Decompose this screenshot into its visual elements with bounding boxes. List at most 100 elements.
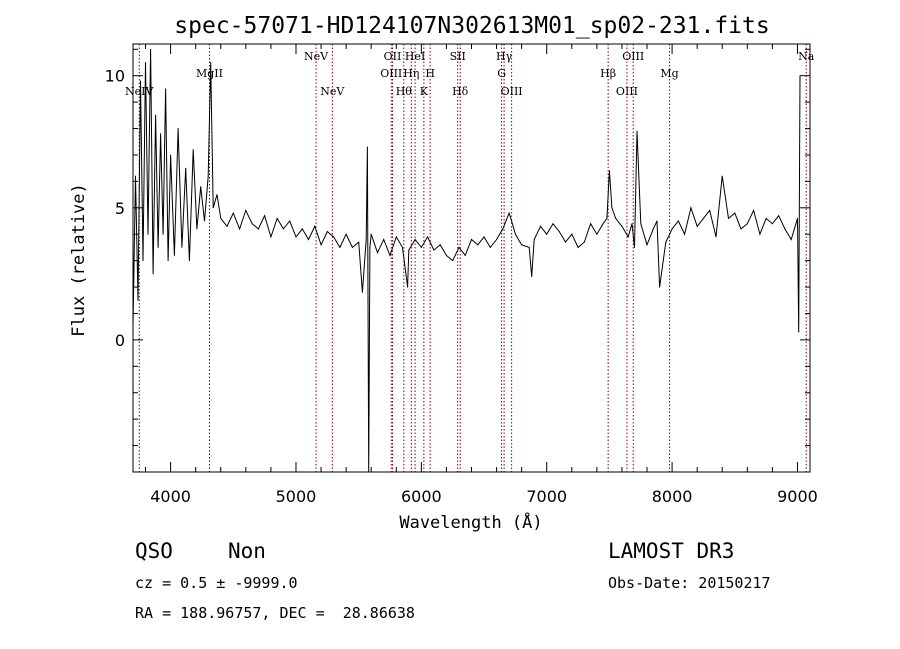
spectrum-point (245, 209, 247, 211)
spectrum-point (677, 220, 679, 222)
spectral-line-label: SII (450, 50, 466, 63)
spectrum-point (137, 299, 139, 301)
spectral-line-label: Hδ (452, 85, 469, 98)
spectrum-point (684, 233, 686, 235)
spectrum-point (216, 194, 218, 196)
spectral-line-label: OII (384, 50, 402, 63)
spectrum-point (483, 236, 485, 238)
spectrum-point (185, 167, 187, 169)
y-tick-label: 5 (115, 199, 125, 218)
spectrum-point (596, 233, 598, 235)
spectrum-point (295, 236, 297, 238)
spectral-line-label: OIII (380, 67, 402, 80)
spectrum-point (690, 207, 692, 209)
spectrum-point (765, 217, 767, 219)
spectrum-point (157, 246, 159, 248)
spectrum-point (276, 217, 278, 219)
spectrum-point (165, 88, 167, 90)
spectrum-point (627, 236, 629, 238)
spectrum-point (631, 223, 633, 225)
spectrum-point (239, 228, 241, 230)
spectrum-point (753, 209, 755, 211)
spectral-line-label: Hβ (600, 67, 616, 80)
spectrum-point (407, 286, 409, 288)
spectrum-point (145, 62, 146, 63)
spectrum-point (150, 48, 152, 50)
spectrum-point (282, 228, 284, 230)
spectrum-point (433, 249, 435, 251)
spectrum-point (565, 241, 566, 243)
spectrum-point (135, 175, 136, 177)
spectrum-point (577, 246, 579, 248)
spectrum-point (358, 241, 360, 243)
spectrum-point (170, 154, 172, 156)
x-axis-label: Wavelength (Å) (399, 511, 542, 533)
spectrum-point (326, 231, 328, 233)
spectrum-point (140, 80, 141, 82)
spectrum-point (636, 130, 638, 132)
survey-name: LAMOST DR3 (608, 539, 735, 563)
spectrum-point (640, 223, 642, 225)
spectrum-point (439, 244, 441, 246)
y-tick-label: 0 (115, 331, 125, 350)
spectrum-point (558, 231, 560, 233)
spectrum-point (333, 236, 335, 238)
spectrum-point (734, 212, 736, 214)
spectrum-point (210, 62, 212, 63)
spectrum-point (778, 215, 780, 217)
observation-date: Obs-Date: 20150217 (608, 574, 771, 592)
spectrum-point (167, 260, 169, 262)
spectral-line-label: G (497, 67, 506, 80)
spectrum-point (389, 254, 391, 256)
spectrum-point (702, 217, 704, 219)
spectrum-point (162, 233, 164, 235)
spectrum-point (514, 233, 516, 235)
x-tick-label: 7000 (526, 487, 567, 506)
spectral-line-label: Hγ (496, 50, 513, 63)
spectrum-point (521, 244, 523, 246)
spectrum-point (571, 233, 573, 235)
spectrum-point (798, 331, 800, 333)
spectrum-point (531, 276, 533, 277)
spectrum-series-line (132, 49, 801, 473)
spectrum-point (621, 225, 623, 227)
spectrum-point (345, 233, 347, 235)
spectrum-point (721, 175, 723, 177)
spectrum-point (471, 239, 472, 240)
x-tick-label: 9000 (777, 487, 818, 506)
spectrum-point (759, 233, 761, 235)
spectrum-point (528, 246, 530, 248)
spectrum-point (420, 246, 422, 248)
x-tick-label: 8000 (652, 487, 693, 506)
spectral-line-label: MgII (196, 67, 223, 80)
spectral-line-label: Hθ (396, 85, 413, 98)
spectrum-point (464, 254, 466, 256)
spectrum-point (540, 225, 541, 227)
plot-frame (132, 43, 811, 473)
spectrum-point (427, 236, 429, 238)
spectrum-point (188, 260, 190, 262)
spectrum-point (458, 246, 460, 248)
spectrum-point (370, 233, 372, 235)
spectrum-point (771, 223, 773, 225)
spectrum-point (301, 228, 303, 230)
spectrum-point (611, 207, 613, 209)
spectrum-point (715, 236, 717, 238)
spectrum-point (646, 244, 648, 246)
x-tick-label: 5000 (276, 487, 317, 506)
coordinates-text: RA = 188.96757, DEC = 28.86638 (135, 604, 415, 622)
spectral-line-label: HeI (405, 50, 425, 63)
spectral-line-label: OIII (501, 85, 523, 98)
spectrum-point (546, 233, 548, 235)
spectrum-point (155, 114, 157, 116)
spectrum-point (192, 149, 194, 151)
spectrum-point (508, 212, 510, 214)
spectrum-point (220, 217, 222, 219)
spectrum-point (289, 220, 291, 222)
spectrum-point (173, 254, 175, 256)
redshift-text: cz = 0.5 ± -9999.0 (135, 574, 298, 592)
spectrum-point (659, 286, 661, 288)
spectrum-point (408, 249, 410, 251)
spectrum-point (709, 209, 711, 211)
